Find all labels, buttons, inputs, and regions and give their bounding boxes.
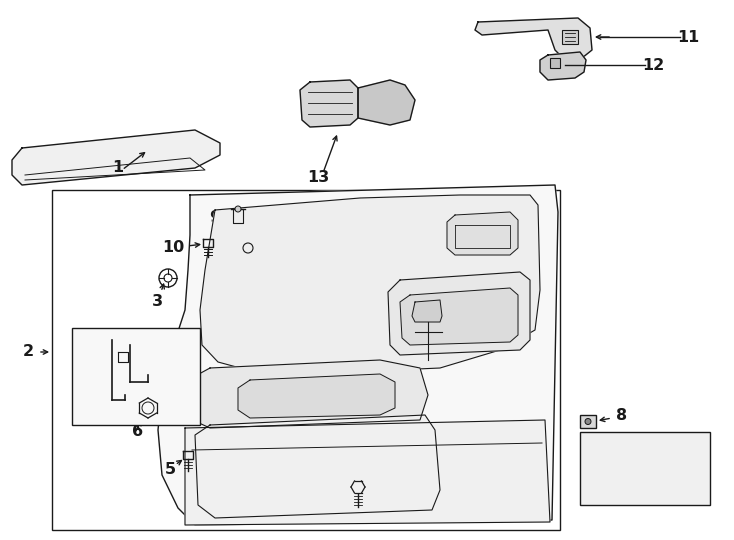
Text: 10: 10 bbox=[162, 240, 184, 254]
Text: 2: 2 bbox=[23, 345, 34, 360]
Polygon shape bbox=[195, 415, 440, 518]
Polygon shape bbox=[412, 300, 442, 322]
Text: 8: 8 bbox=[617, 408, 628, 422]
Polygon shape bbox=[12, 130, 220, 185]
Circle shape bbox=[585, 418, 591, 424]
Polygon shape bbox=[447, 212, 518, 255]
Polygon shape bbox=[550, 58, 560, 68]
Text: 12: 12 bbox=[642, 57, 664, 72]
Polygon shape bbox=[188, 360, 428, 428]
Polygon shape bbox=[358, 80, 415, 125]
Polygon shape bbox=[400, 288, 518, 345]
Polygon shape bbox=[562, 30, 578, 44]
Polygon shape bbox=[475, 18, 592, 60]
Text: 5: 5 bbox=[164, 462, 175, 476]
Text: 11: 11 bbox=[677, 30, 699, 44]
Polygon shape bbox=[540, 52, 586, 80]
Polygon shape bbox=[300, 80, 358, 127]
Text: 9: 9 bbox=[209, 211, 220, 226]
Text: 1: 1 bbox=[112, 160, 123, 176]
Polygon shape bbox=[158, 185, 558, 525]
Polygon shape bbox=[580, 415, 596, 428]
Text: 3: 3 bbox=[151, 294, 162, 309]
Text: 4: 4 bbox=[343, 489, 354, 503]
Text: 13: 13 bbox=[307, 171, 329, 186]
Polygon shape bbox=[388, 272, 530, 355]
Polygon shape bbox=[185, 420, 550, 525]
Circle shape bbox=[235, 206, 241, 212]
Polygon shape bbox=[580, 432, 710, 505]
Polygon shape bbox=[238, 374, 395, 418]
Text: 6: 6 bbox=[132, 424, 144, 440]
Text: 7: 7 bbox=[655, 448, 666, 462]
Polygon shape bbox=[72, 328, 200, 425]
Polygon shape bbox=[200, 195, 540, 372]
